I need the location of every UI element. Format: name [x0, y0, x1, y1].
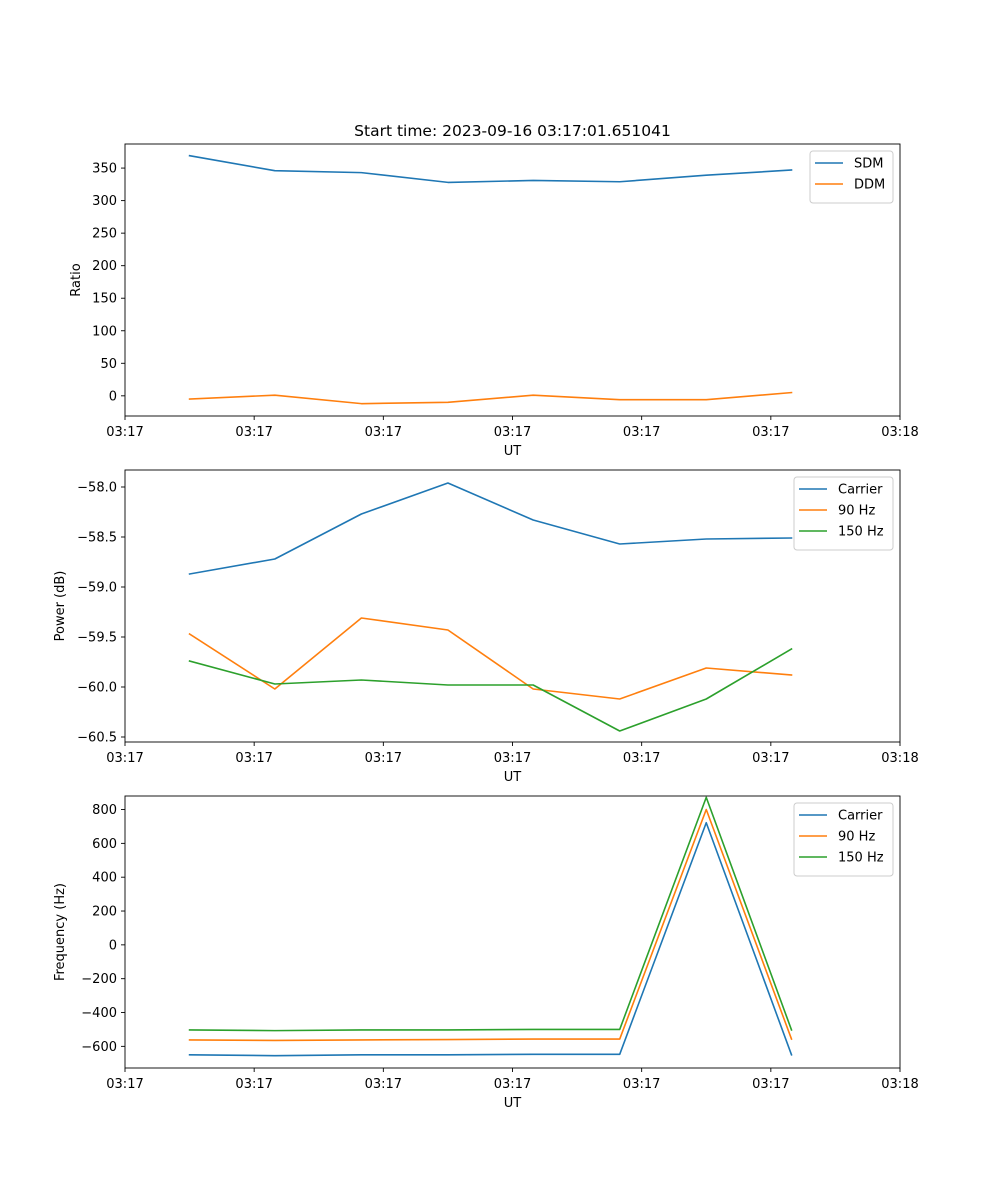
x-axis-label: UT [504, 444, 522, 459]
y-tick-label: 600 [92, 837, 117, 852]
legend: Carrier 90 Hz 150 Hz [793, 476, 894, 551]
series-line-carrier [188, 482, 793, 575]
y-axis-label: Ratio [69, 263, 84, 296]
legend-label: DDM [854, 178, 885, 193]
x-tick-label: 03:17 [494, 751, 531, 766]
y-tick-label: −200 [81, 972, 117, 987]
x-tick-label: 03:17 [106, 751, 143, 766]
x-tick-label: 03:17 [494, 425, 531, 440]
x-tick-label: 03:17 [752, 1077, 789, 1092]
x-axis-label: UT [504, 770, 522, 785]
subplot-3: 03:17 03:17 03:17 03:17 03:17 03:17 03:18 −600 −… [53, 795, 919, 1111]
y-axis-label: Frequency (Hz) [53, 883, 68, 981]
y-tick-label: 0 [109, 938, 117, 953]
x-tick-label: 03:18 [881, 1077, 918, 1092]
series-line-150-hz [188, 647, 793, 732]
series-line-90-hz [188, 617, 793, 700]
y-tick-label: 0 [109, 389, 117, 404]
legend-label: Carrier [838, 809, 883, 824]
x-tick-label: 03:17 [623, 425, 660, 440]
series-line-carrier [188, 821, 793, 1057]
series-line-150-hz [188, 796, 793, 1032]
series-line-ddm [188, 391, 793, 405]
x-tick-label: 03:17 [365, 1077, 402, 1092]
x-tick-label: 03:17 [106, 1077, 143, 1092]
x-tick-label: 03:17 [235, 1077, 272, 1092]
y-tick-label: −58.5 [77, 531, 117, 546]
y-tick-label: −60.5 [77, 731, 117, 746]
x-tick-label: 03:17 [106, 425, 143, 440]
legend-label: 90 Hz [838, 830, 875, 845]
x-axis-label: UT [504, 1096, 522, 1111]
y-axis-label: Power (dB) [53, 571, 68, 642]
y-tick-label: 150 [92, 292, 117, 307]
y-tick-label: −58.0 [77, 481, 117, 496]
x-tick-label: 03:17 [365, 751, 402, 766]
legend-label: 90 Hz [838, 504, 875, 519]
legend-box [809, 150, 894, 204]
legend: SDM DDM [809, 150, 894, 204]
y-tick-label: 200 [92, 905, 117, 920]
legend-label: 150 Hz [838, 851, 884, 866]
legend-label: 150 Hz [838, 525, 884, 540]
series-line-sdm [188, 154, 793, 184]
y-tick-label: −59.0 [77, 581, 117, 596]
y-tick-label: 800 [92, 803, 117, 818]
y-tick-label: 300 [92, 194, 117, 209]
y-tick-label: −400 [81, 1006, 117, 1021]
y-tick-label: −600 [81, 1040, 117, 1055]
x-tick-label: 03:17 [365, 425, 402, 440]
series-line-90-hz [188, 808, 793, 1042]
legend-label: Carrier [838, 483, 883, 498]
legend: Carrier 90 Hz 150 Hz [793, 802, 894, 877]
x-tick-label: 03:17 [235, 425, 272, 440]
x-tick-label: 03:18 [881, 751, 918, 766]
y-tick-label: −59.5 [77, 631, 117, 646]
y-tick-label: 100 [92, 324, 117, 339]
y-tick-label: 200 [92, 259, 117, 274]
y-tick-label: 250 [92, 227, 117, 242]
x-tick-label: 03:17 [752, 751, 789, 766]
x-tick-label: 03:17 [623, 751, 660, 766]
x-tick-label: 03:17 [494, 1077, 531, 1092]
subplot-1: 03:17 03:17 03:17 03:17 03:17 03:17 03:18 0 50 10… [69, 143, 919, 459]
chart-title: Start time: 2023-09-16 03:17:01.651041 [354, 122, 671, 140]
y-tick-label: 350 [92, 162, 117, 177]
subplot-2: 03:17 03:17 03:17 03:17 03:17 03:17 03:18 −58.0… [53, 469, 919, 785]
x-tick-label: 03:17 [752, 425, 789, 440]
y-tick-label: −60.0 [77, 681, 117, 696]
x-tick-label: 03:17 [235, 751, 272, 766]
y-tick-label: 50 [100, 357, 117, 372]
legend-label: SDM [854, 157, 883, 172]
y-tick-label: 400 [92, 871, 117, 886]
x-tick-label: 03:18 [881, 425, 918, 440]
x-tick-label: 03:17 [623, 1077, 660, 1092]
